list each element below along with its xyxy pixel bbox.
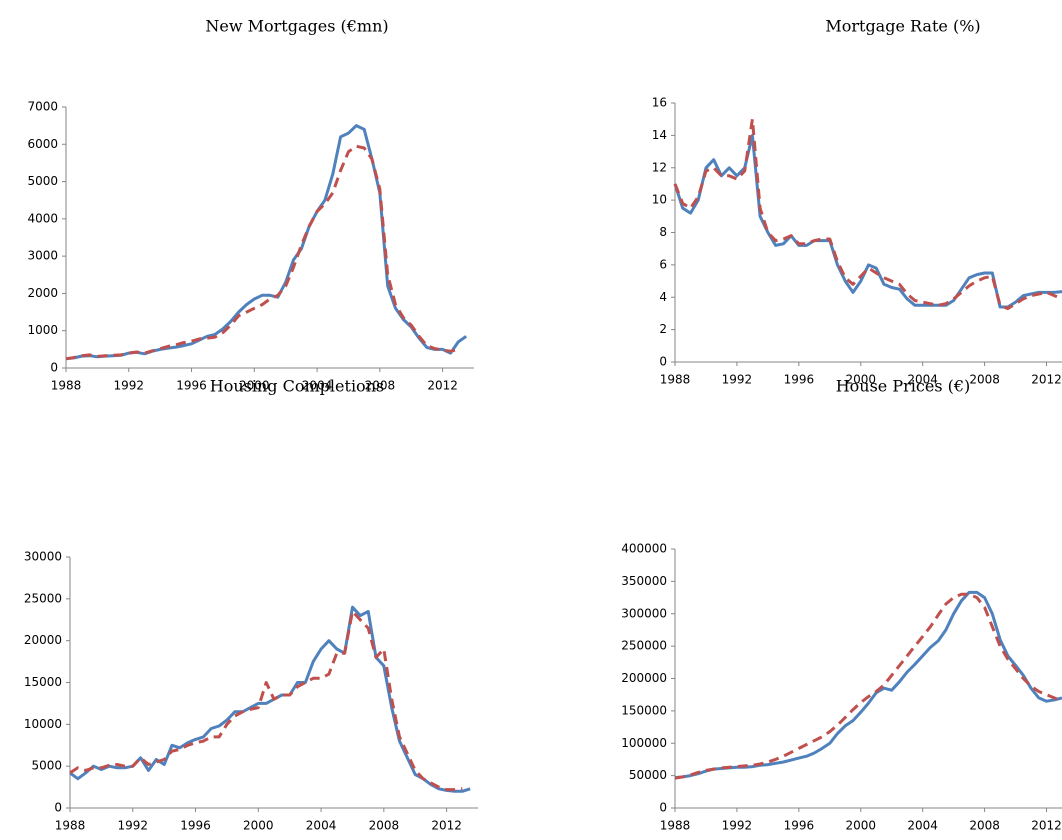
x-tick-label: 1992 bbox=[113, 379, 144, 393]
x-tick-label: 2004 bbox=[306, 819, 337, 833]
y-tick-label: 8 bbox=[659, 225, 667, 239]
y-tick-label: 5000 bbox=[27, 174, 58, 188]
x-tick-label: 1996 bbox=[784, 373, 815, 387]
x-tick-label: 2012 bbox=[427, 379, 458, 393]
y-tick-label: 10000 bbox=[24, 717, 62, 731]
x-tick-label: 2004 bbox=[907, 373, 938, 387]
y-tick-label: 3000 bbox=[27, 249, 58, 263]
chart-title: Mortgage Rate (%) bbox=[825, 17, 980, 36]
x-tick-label: 2008 bbox=[969, 373, 1000, 387]
x-tick-label: 2008 bbox=[369, 819, 400, 833]
y-tick-label: 2000 bbox=[27, 286, 58, 300]
y-tick-label: 10 bbox=[652, 193, 667, 207]
y-tick-label: 5000 bbox=[31, 759, 62, 773]
y-tick-label: 15000 bbox=[24, 675, 62, 689]
x-tick-label: 1988 bbox=[660, 373, 691, 387]
y-tick-label: 1000 bbox=[27, 323, 58, 337]
y-tick-label: 4000 bbox=[27, 211, 58, 225]
solid-line bbox=[65, 124, 468, 361]
y-tick-label: 6000 bbox=[27, 137, 58, 151]
y-tick-label: 200000 bbox=[621, 671, 667, 685]
x-tick-label: 1988 bbox=[55, 819, 86, 833]
y-tick-label: 100000 bbox=[621, 736, 667, 750]
x-tick-label: 2000 bbox=[243, 819, 274, 833]
y-tick-label: 0 bbox=[54, 801, 62, 815]
dashed-line bbox=[674, 592, 1062, 780]
y-tick-label: 250000 bbox=[621, 639, 667, 653]
x-tick-label: 1992 bbox=[722, 819, 753, 833]
y-tick-label: 25000 bbox=[24, 591, 62, 605]
x-tick-label: 2000 bbox=[845, 373, 876, 387]
y-tick-label: 0 bbox=[659, 801, 667, 815]
x-tick-label: 2012 bbox=[1031, 373, 1062, 387]
x-tick-label: 2008 bbox=[969, 819, 1000, 833]
x-tick-label: 1988 bbox=[660, 819, 691, 833]
dashed-line bbox=[673, 117, 1062, 311]
y-tick-label: 7000 bbox=[27, 100, 58, 114]
x-tick-label: 1996 bbox=[784, 819, 815, 833]
x-tick-label: 2004 bbox=[907, 819, 938, 833]
y-tick-label: 16 bbox=[652, 96, 667, 110]
y-tick-label: 50000 bbox=[629, 768, 667, 782]
y-tick-label: 12 bbox=[652, 160, 667, 174]
x-tick-label: 2012 bbox=[1031, 819, 1062, 833]
solid-line bbox=[674, 590, 1062, 780]
x-tick-label: 1992 bbox=[722, 373, 753, 387]
x-tick-label: 1988 bbox=[51, 379, 82, 393]
chart-title: Housing Completions bbox=[210, 377, 384, 396]
y-tick-label: 20000 bbox=[24, 633, 62, 647]
y-tick-label: 0 bbox=[50, 361, 58, 375]
dashed-line bbox=[65, 144, 459, 361]
y-tick-label: 2 bbox=[659, 322, 667, 336]
chart-title: House Prices (€) bbox=[836, 377, 971, 396]
x-tick-label: 2008 bbox=[365, 379, 396, 393]
y-tick-label: 350000 bbox=[621, 574, 667, 588]
y-tick-label: 150000 bbox=[621, 703, 667, 717]
y-tick-label: 400000 bbox=[621, 542, 667, 556]
y-tick-label: 0 bbox=[659, 355, 667, 369]
x-tick-label: 2012 bbox=[431, 819, 462, 833]
solid-line bbox=[69, 605, 471, 793]
x-tick-label: 1996 bbox=[176, 379, 207, 393]
y-tick-label: 14 bbox=[652, 128, 667, 142]
solid-line bbox=[673, 133, 1062, 309]
x-tick-label: 1996 bbox=[180, 819, 211, 833]
x-tick-label: 1992 bbox=[117, 819, 148, 833]
dashed-line bbox=[69, 609, 463, 792]
y-tick-label: 30000 bbox=[24, 550, 62, 564]
y-tick-label: 6 bbox=[659, 257, 667, 271]
x-tick-label: 2004 bbox=[302, 379, 333, 393]
chart-title: New Mortgages (€mn) bbox=[205, 17, 388, 36]
y-tick-label: 4 bbox=[659, 290, 667, 304]
x-tick-label: 2000 bbox=[845, 819, 876, 833]
y-tick-label: 300000 bbox=[621, 606, 667, 620]
x-tick-label: 2000 bbox=[239, 379, 270, 393]
